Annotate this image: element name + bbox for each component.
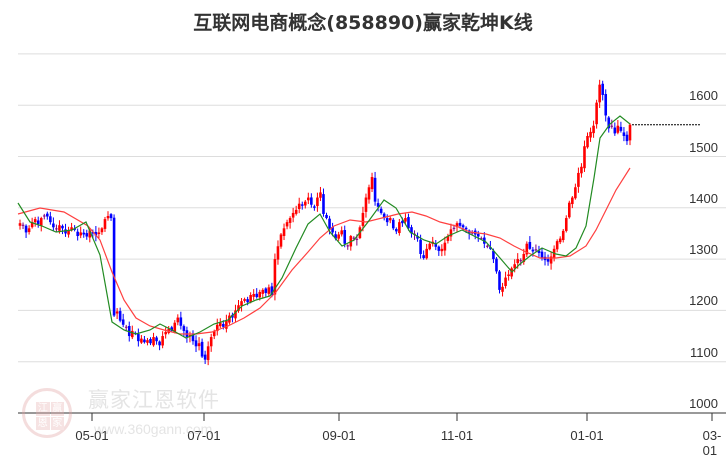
gridlines	[18, 53, 726, 363]
ma-short-line	[17, 115, 631, 339]
ma-long-line	[17, 167, 631, 335]
y-tick-label: 1500	[689, 139, 718, 155]
x-tick-label: 11-01	[440, 428, 474, 443]
y-tick-label: 1300	[689, 242, 718, 258]
y-tick-label: 1400	[689, 190, 718, 206]
candles	[18, 79, 632, 366]
x-tick-label: 03-01	[702, 428, 722, 458]
x-tick-label: 09-01	[322, 428, 356, 443]
y-tick-label: 1000	[689, 396, 718, 411]
x-tick-label: 07-01	[187, 428, 221, 443]
y-tick-label: 1200	[689, 293, 718, 309]
chart-title: 互联网电商概念(858890)赢家乾坤K线	[193, 12, 533, 34]
x-tick-label: 05-01	[75, 428, 109, 443]
x-tick-label: 01-01	[570, 428, 604, 443]
y-tick-label: 1600	[689, 88, 718, 104]
x-axis-ticks	[91, 413, 713, 421]
y-tick-label: 1100	[690, 344, 718, 360]
